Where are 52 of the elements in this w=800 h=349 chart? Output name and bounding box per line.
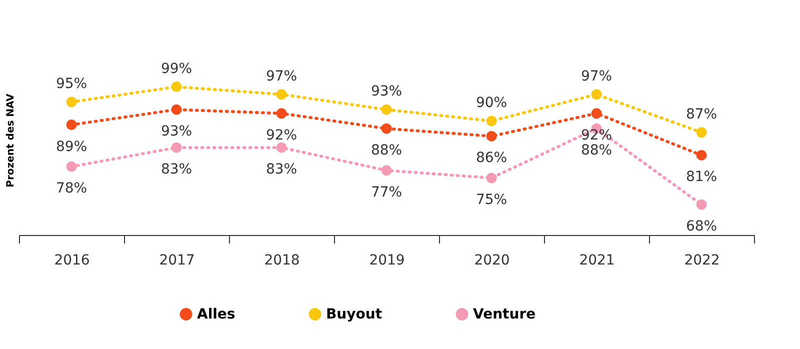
point [381,104,392,115]
point [171,142,182,153]
data-label: 75% [476,192,508,208]
data-label: 93% [160,124,192,140]
legend-label: Alles [197,306,236,322]
data-label: 92% [266,127,298,144]
point [381,165,392,176]
y-axis-title: Prozent des NAV [6,93,16,188]
data-label: 88% [370,142,402,159]
point [696,150,707,160]
data-label: 88% [580,142,612,159]
legend-label: Buyout [326,306,382,322]
point [66,96,77,108]
data-label: 83% [266,162,298,178]
point [171,104,182,115]
data-label: 77% [370,184,402,200]
x-tick-label: 2022 [684,252,720,268]
point [591,108,602,119]
point [276,108,287,119]
data-label: 97% [266,68,298,84]
x-tick-label: 2019 [369,252,405,268]
data-label: 97% [580,68,612,84]
x-tick-label: 2021 [579,252,615,268]
point [276,142,287,153]
data-label: 99% [160,60,192,77]
data-label: 89% [56,138,88,155]
point [486,116,497,126]
data-label: 93% [370,84,402,100]
data-label: 90% [476,95,508,111]
point [66,161,77,172]
point [276,89,287,100]
point [696,127,707,138]
x-tick-label: 2018 [264,252,300,268]
data-label: 68% [686,218,718,235]
data-label: 95% [56,76,88,92]
x-tick-label: 2020 [474,252,510,268]
data-label: 83% [160,162,192,178]
point [696,199,707,210]
point [66,120,77,130]
data-label: 81% [686,169,718,186]
data-label: 78% [56,180,88,197]
point [486,130,497,142]
point [171,82,182,92]
x-tick-label: 2016 [54,252,90,268]
point [381,123,392,134]
x-tick-label: 2017 [159,252,195,268]
data-label: 87% [686,106,718,122]
data-label: 86% [476,150,508,166]
legend-label: Venture [473,306,536,322]
data-label: 92% [580,127,612,144]
point [486,172,497,184]
point [591,89,602,100]
